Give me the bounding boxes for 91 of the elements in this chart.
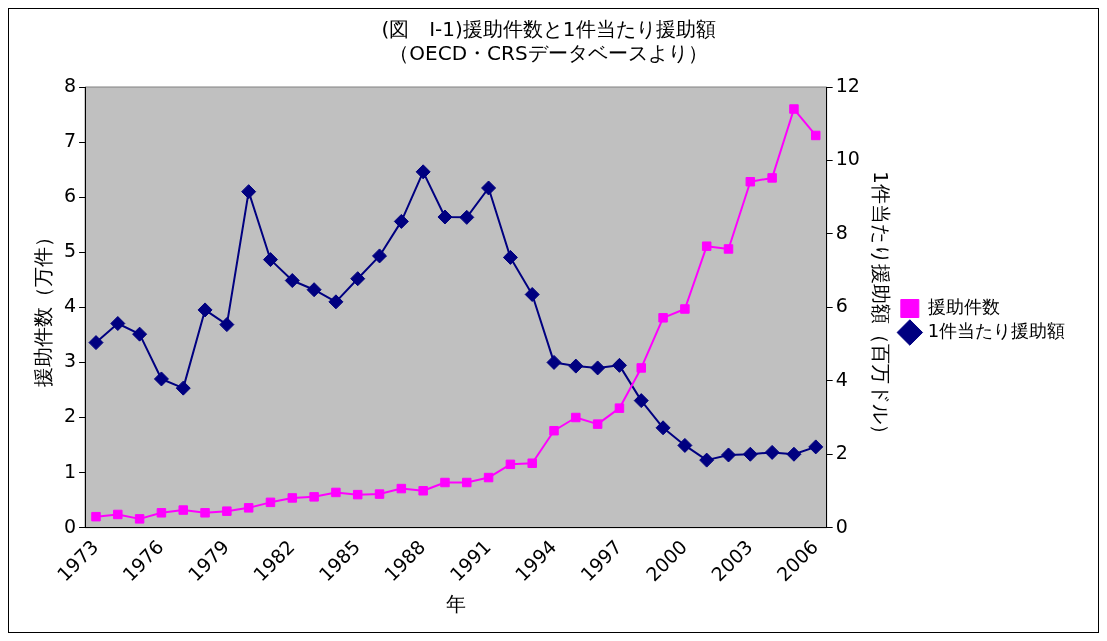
point — [287, 493, 298, 503]
point — [764, 444, 780, 460]
point — [789, 104, 799, 114]
point — [309, 492, 319, 502]
y2-axis-title: 1件当たり援助額（百万ドル） — [868, 170, 893, 444]
point — [592, 419, 603, 429]
point — [742, 446, 758, 462]
point — [808, 439, 824, 455]
y-tick-label: 3 — [63, 349, 77, 372]
point — [350, 271, 366, 287]
point — [113, 509, 123, 520]
point — [306, 282, 322, 298]
point — [611, 357, 627, 373]
y-tick-label: 2 — [63, 404, 77, 427]
point — [655, 420, 671, 436]
y2-tick-label: 2 — [835, 441, 848, 464]
point — [633, 393, 649, 409]
point — [481, 180, 497, 196]
point — [328, 294, 344, 310]
y-tick-label: 6 — [63, 184, 77, 207]
point — [132, 326, 148, 342]
point — [197, 302, 213, 318]
point — [110, 316, 126, 331]
point — [701, 241, 712, 251]
y2-tick-label: 10 — [835, 147, 860, 170]
point — [546, 354, 562, 370]
point — [524, 286, 540, 302]
point — [284, 273, 300, 289]
point — [721, 447, 737, 463]
point — [680, 304, 690, 314]
point — [614, 403, 625, 413]
point — [502, 249, 518, 265]
y-tick-label: 0 — [63, 514, 77, 537]
y-tick-label: 4 — [63, 294, 77, 317]
point — [352, 489, 363, 500]
point — [505, 459, 516, 470]
point — [91, 511, 101, 522]
point — [440, 477, 450, 488]
point — [331, 487, 341, 498]
point — [483, 472, 494, 483]
text: (図 I-1)援助件数と1件当たり援助額 — [381, 17, 716, 42]
text: （OECD・CRSデータベースより） — [389, 41, 708, 66]
point — [636, 363, 647, 373]
point — [568, 358, 584, 374]
point — [811, 130, 821, 141]
y2-tick-label: 12 — [835, 73, 860, 96]
point — [374, 489, 385, 499]
point — [243, 503, 254, 513]
point — [699, 452, 715, 468]
point — [415, 164, 431, 180]
point — [178, 505, 188, 515]
y2-tick-label: 4 — [835, 367, 848, 390]
point — [745, 177, 756, 187]
point — [88, 335, 104, 351]
point — [262, 252, 278, 268]
x-axis-title: 年 — [445, 592, 466, 617]
y-axis-title: 援助件数（万件） — [31, 227, 56, 388]
y-tick-label: 8 — [63, 73, 77, 96]
point — [153, 371, 169, 387]
point — [677, 437, 693, 453]
point — [175, 380, 191, 396]
point — [459, 209, 475, 225]
legend-label: 援助件数 — [927, 296, 1000, 318]
point — [265, 497, 276, 508]
y2-tick-label: 6 — [835, 294, 848, 317]
y2-tick-label: 0 — [835, 514, 848, 537]
point — [418, 486, 428, 496]
y-tick-label: 1 — [63, 459, 77, 482]
point — [200, 508, 210, 518]
y2-tick-label: 8 — [835, 220, 848, 243]
y-tick-label: 5 — [63, 239, 77, 262]
point — [658, 313, 668, 323]
point — [590, 360, 606, 376]
point — [219, 317, 235, 333]
point — [462, 477, 472, 488]
point — [241, 184, 257, 200]
point — [786, 446, 802, 462]
y-tick-label: 7 — [63, 129, 77, 152]
point — [393, 213, 409, 229]
point — [549, 425, 559, 436]
point — [527, 458, 537, 468]
point — [134, 514, 145, 524]
point — [571, 412, 581, 423]
point — [222, 506, 232, 516]
point — [437, 209, 453, 225]
point — [156, 508, 167, 518]
legend-label: 1件当たり援助額 — [927, 320, 1066, 342]
point — [396, 483, 407, 494]
point — [767, 173, 777, 183]
point — [723, 244, 734, 254]
point — [372, 248, 388, 264]
